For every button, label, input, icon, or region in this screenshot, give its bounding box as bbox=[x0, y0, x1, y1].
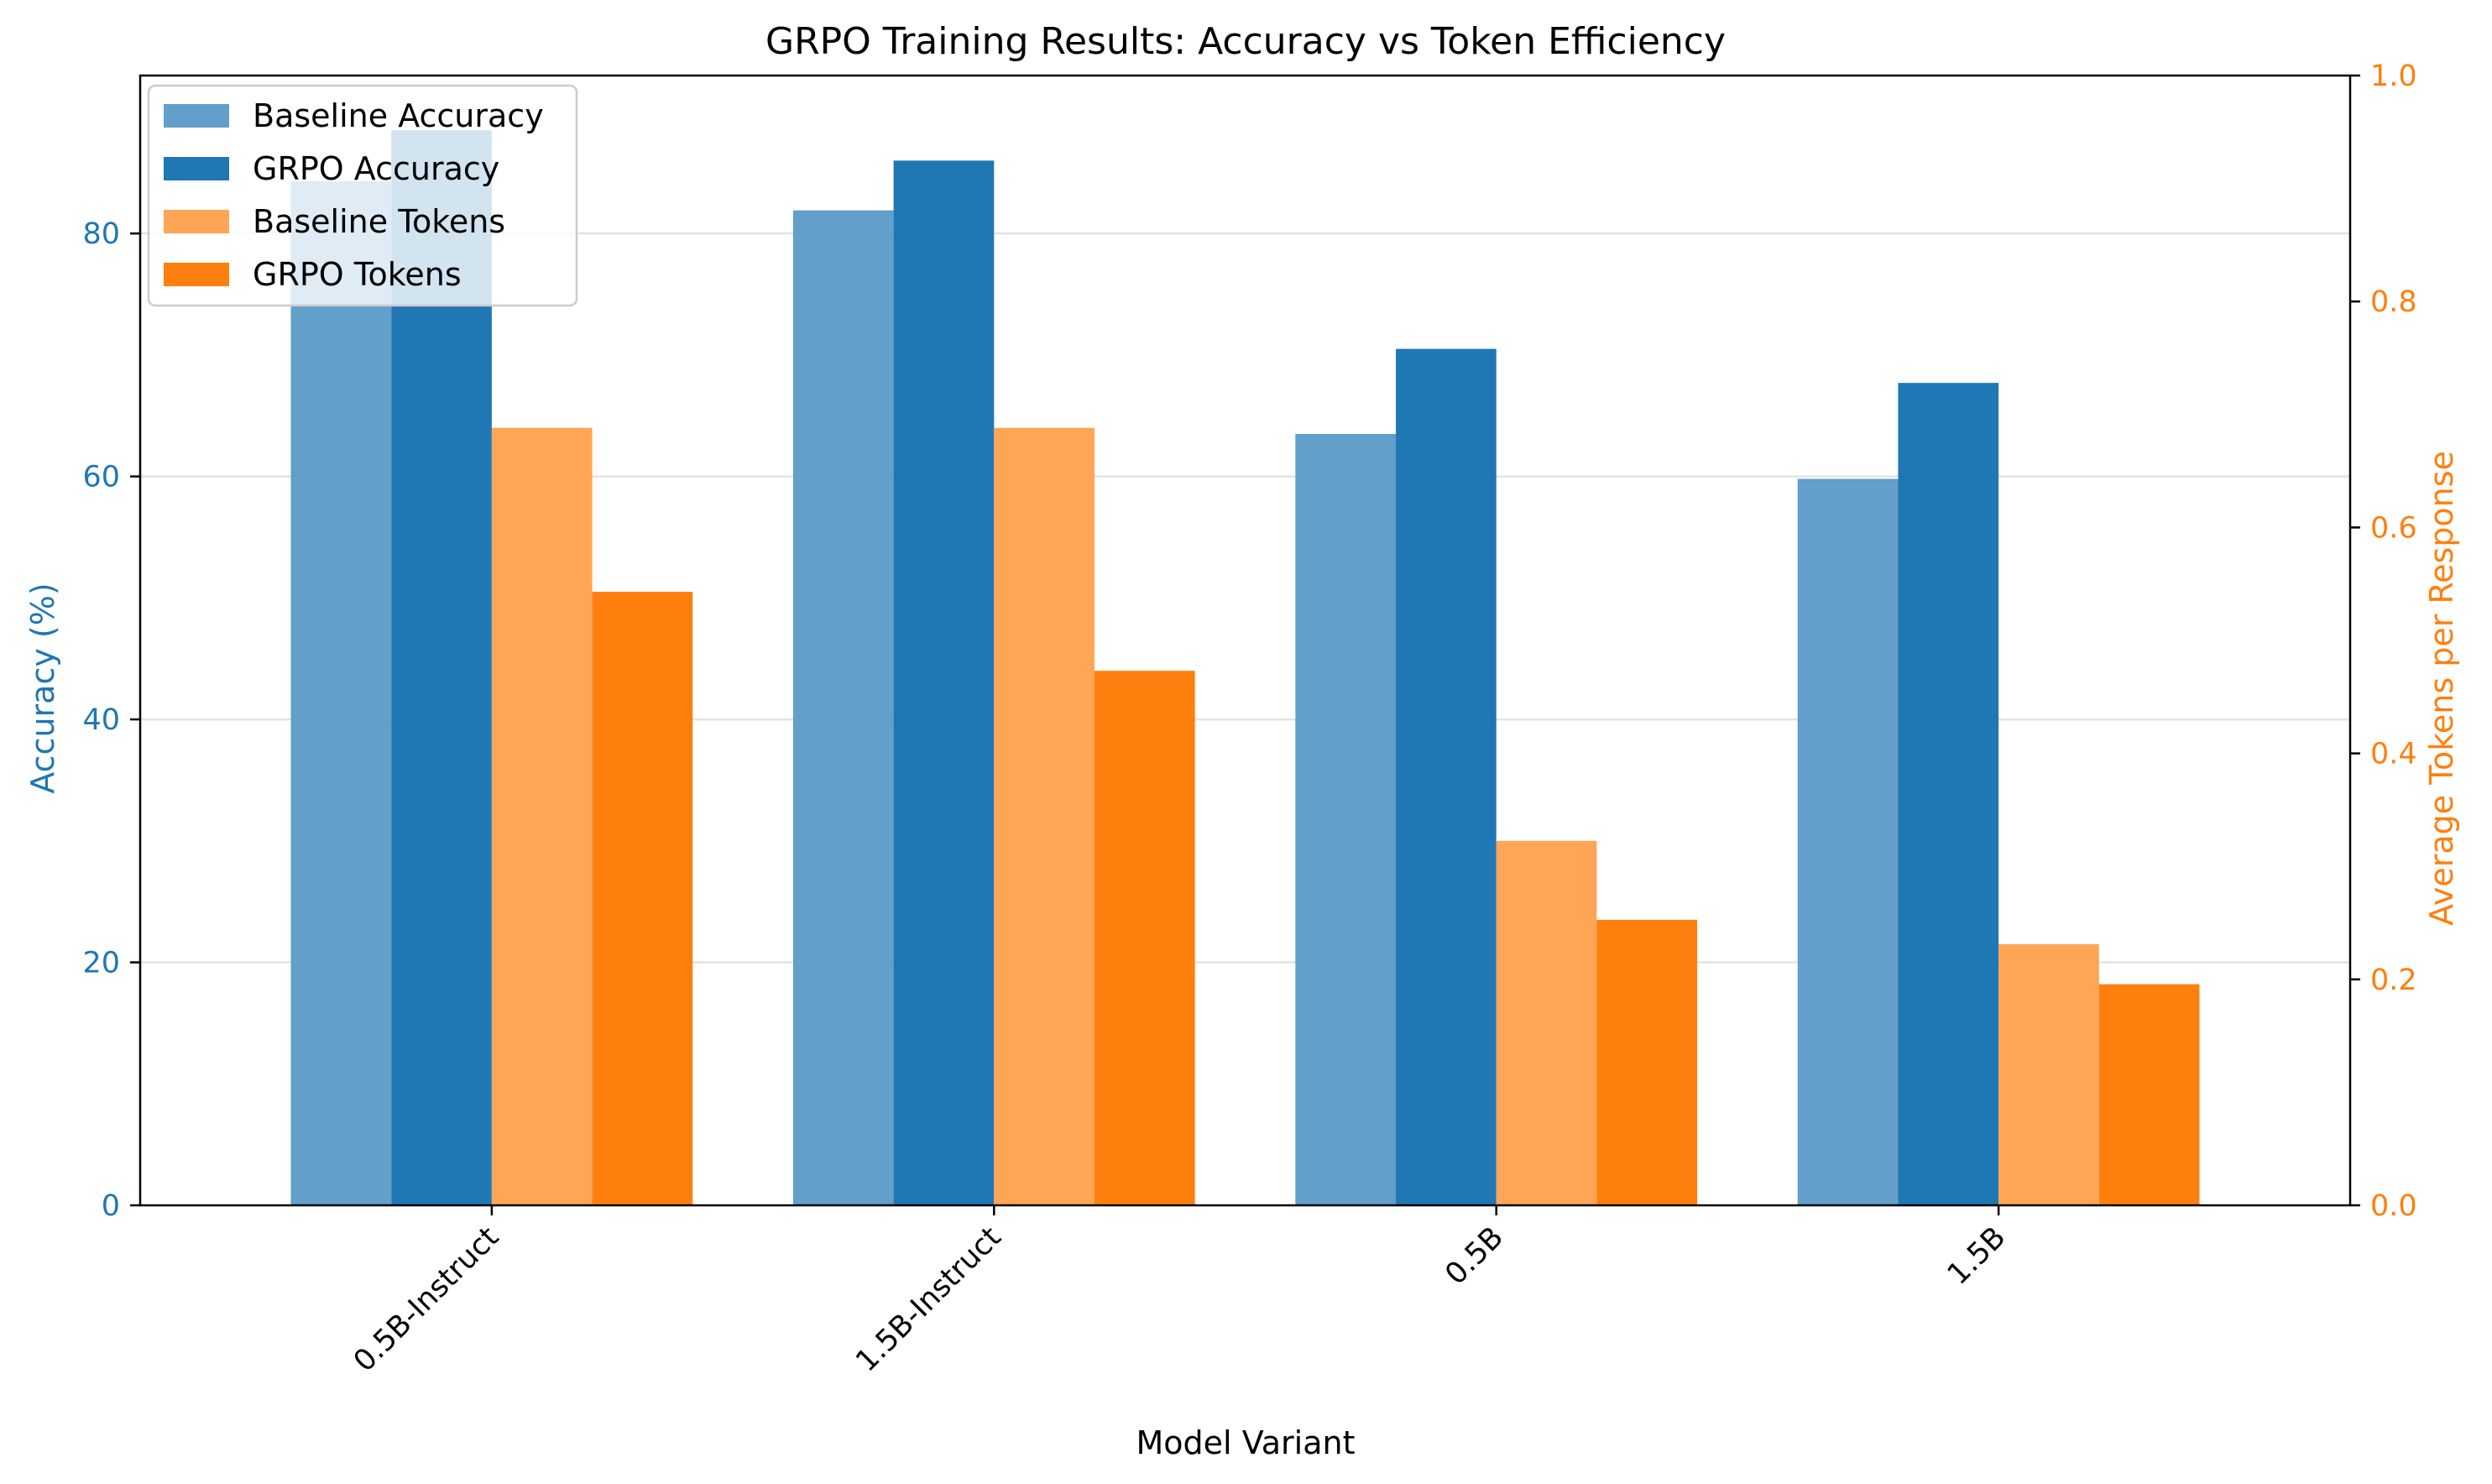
bar bbox=[1797, 478, 1899, 1205]
y-tick-label: 60 bbox=[82, 461, 120, 494]
y-tick-label: 20 bbox=[82, 947, 120, 980]
legend-label: Baseline Accuracy bbox=[253, 97, 544, 134]
y-right-tick-label: 0.6 bbox=[2370, 511, 2417, 545]
bar bbox=[1496, 840, 1597, 1205]
legend: Baseline Accuracy GRPO Accuracy Baseline T… bbox=[147, 84, 578, 307]
bar bbox=[792, 210, 894, 1205]
y-right-tick-label: 0.4 bbox=[2370, 738, 2417, 771]
bar bbox=[1998, 943, 2099, 1205]
legend-swatch bbox=[164, 210, 229, 233]
y-axis-label-right: Average Tokens per Response bbox=[2423, 451, 2460, 926]
y-tick-label: 40 bbox=[82, 703, 120, 737]
bar bbox=[491, 427, 593, 1205]
bar bbox=[994, 427, 1094, 1205]
y-tick-label: 0 bbox=[102, 1189, 120, 1223]
legend-box bbox=[147, 84, 578, 307]
bar bbox=[893, 160, 995, 1206]
bars bbox=[290, 130, 2200, 1206]
bar bbox=[1596, 919, 1698, 1205]
y-right-tick-label: 0.8 bbox=[2370, 285, 2417, 319]
y-tick-label: 80 bbox=[82, 217, 120, 251]
legend-swatch bbox=[164, 104, 229, 128]
bar bbox=[592, 592, 693, 1205]
bar bbox=[1094, 671, 1195, 1205]
bar bbox=[2098, 984, 2200, 1205]
bar bbox=[1898, 383, 1999, 1205]
bar bbox=[290, 180, 392, 1205]
chart-title: GRPO Training Results: Accuracy vs Token… bbox=[765, 20, 1726, 63]
x-axis-label: Model Variant bbox=[1136, 1424, 1356, 1461]
y-axis-label: Accuracy (%) bbox=[24, 583, 61, 793]
legend-swatch bbox=[164, 263, 229, 286]
legend-label: Baseline Tokens bbox=[253, 203, 505, 240]
bar bbox=[1396, 348, 1497, 1206]
bar bbox=[1295, 433, 1397, 1205]
y-right-tick-label: 0.2 bbox=[2370, 964, 2417, 997]
legend-label: GRPO Tokens bbox=[253, 256, 462, 293]
legend-label: GRPO Accuracy bbox=[253, 150, 499, 187]
plot-frame bbox=[138, 74, 2352, 1207]
y-right-tick-label: 1.0 bbox=[2370, 60, 2417, 93]
y-right-tick-label: 0.0 bbox=[2370, 1189, 2417, 1223]
legend-swatch bbox=[164, 157, 229, 180]
bar bbox=[391, 130, 492, 1205]
